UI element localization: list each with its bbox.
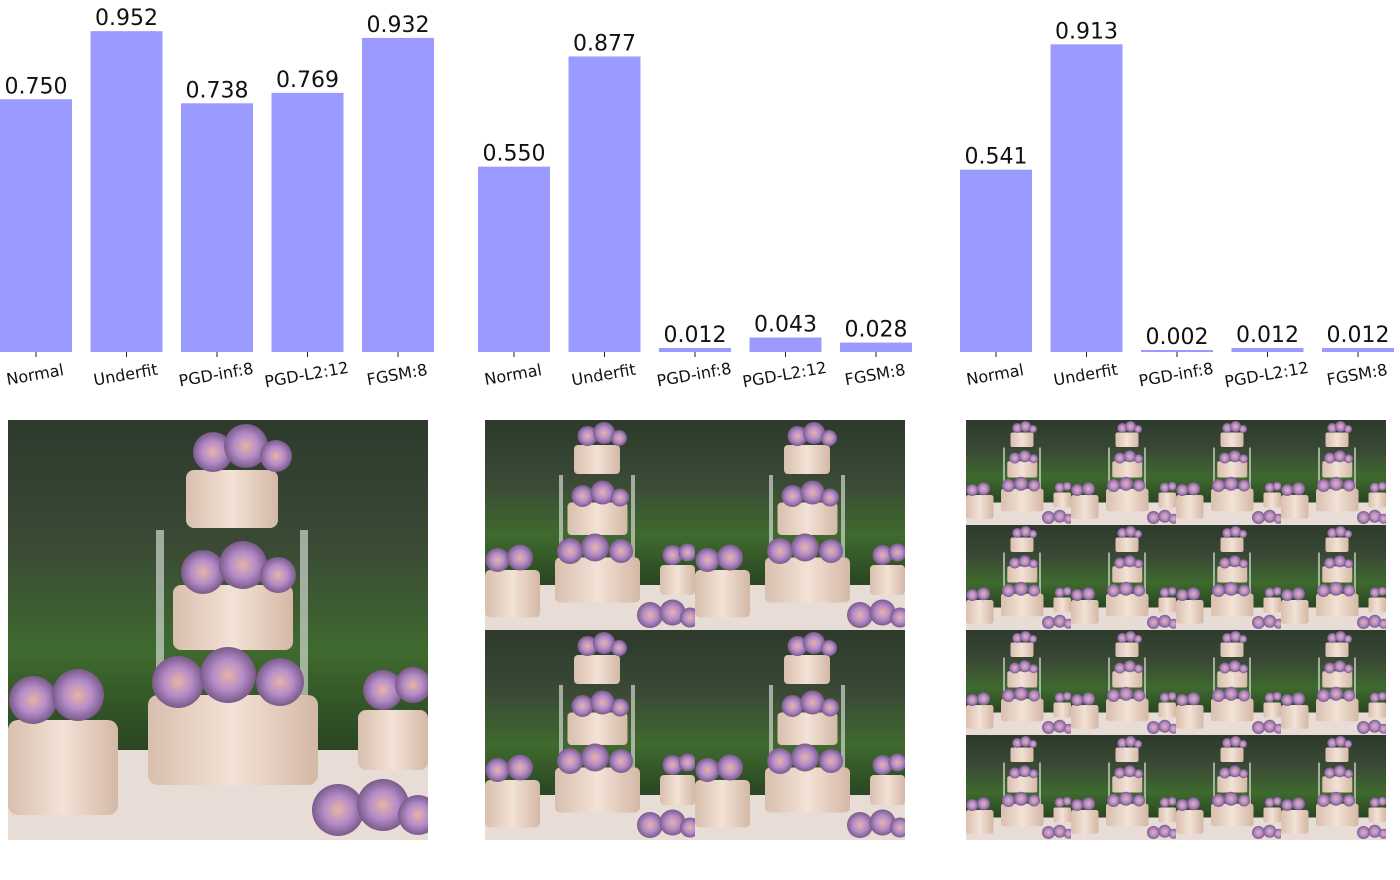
x-tick-label: Normal <box>5 360 65 389</box>
bar-3-3 <box>1141 350 1213 352</box>
bar-2-2 <box>568 56 641 353</box>
value-label: 0.913 <box>1055 19 1118 44</box>
value-label: 0.043 <box>754 313 817 338</box>
value-label: 0.738 <box>186 78 249 103</box>
x-tick-label: PGD-inf:8 <box>177 359 255 391</box>
bar-1-4 <box>271 92 344 353</box>
value-label: 0.877 <box>573 31 636 56</box>
image-tile <box>8 420 428 840</box>
value-label: 0.550 <box>483 142 546 167</box>
value-label: 0.952 <box>95 6 158 31</box>
image-tile <box>1281 420 1386 525</box>
bar-3-1 <box>960 169 1032 352</box>
bar-1-3 <box>181 103 253 352</box>
image-tile <box>966 525 1071 630</box>
x-tick-label: Normal <box>483 360 543 389</box>
image-tile <box>695 630 905 840</box>
x-tick-label: PGD-inf:8 <box>655 359 733 391</box>
value-label: 0.769 <box>276 68 339 93</box>
x-tick-label: Underfit <box>570 360 637 390</box>
image-tile <box>1176 735 1281 840</box>
bar-1-1 <box>0 99 72 352</box>
bar-2-3 <box>659 347 731 352</box>
x-tick-label: Normal <box>965 360 1025 389</box>
shuffled-image-3 <box>966 420 1386 840</box>
bar-2-1 <box>478 166 550 352</box>
value-label: 0.541 <box>965 145 1028 170</box>
image-tile <box>1071 420 1176 525</box>
value-label: 0.028 <box>845 318 908 343</box>
chart-panels: 0.750Normal0.952Underfit0.738PGD-inf:80.… <box>0 6 1394 840</box>
image-tile <box>966 420 1071 525</box>
image-tile <box>1176 420 1281 525</box>
x-tick-label: PGD-L2:12 <box>263 358 350 391</box>
image-tile <box>695 420 905 630</box>
image-tile <box>1071 525 1176 630</box>
bar-1-5 <box>362 37 434 352</box>
x-tick-label: Underfit <box>1052 360 1119 390</box>
x-tick-label: PGD-L2:12 <box>1223 358 1310 391</box>
x-tick-label: PGD-inf:8 <box>1137 359 1215 391</box>
bar-1-2 <box>90 31 163 353</box>
x-tick-label: FGSM:8 <box>365 360 429 389</box>
bar-3-4 <box>1231 347 1304 352</box>
x-tick-label: PGD-L2:12 <box>741 358 828 391</box>
value-label: 0.002 <box>1146 325 1209 350</box>
value-label: 0.750 <box>5 74 68 99</box>
image-tile <box>1071 735 1176 840</box>
value-label: 0.012 <box>1236 323 1299 348</box>
image-tile <box>1176 525 1281 630</box>
image-tile <box>1281 630 1386 735</box>
x-tick-label: FGSM:8 <box>1325 360 1389 389</box>
value-label: 0.012 <box>1327 323 1390 348</box>
image-tile <box>1281 525 1386 630</box>
image-tile <box>485 630 695 840</box>
bar-2-5 <box>840 342 912 352</box>
value-label: 0.012 <box>664 323 727 348</box>
chart-panel-2: 0.550 Normal 0.877 Underfit 0.012 PGD-inf:8 0.… <box>478 31 912 840</box>
x-tick-label: Underfit <box>92 360 159 390</box>
image-tile <box>1176 630 1281 735</box>
value-label: 0.932 <box>367 13 430 38</box>
bar-2-4 <box>749 337 822 352</box>
bar-3-2 <box>1050 44 1123 352</box>
image-tile <box>966 630 1071 735</box>
bar-3-5 <box>1322 347 1394 352</box>
image-tile <box>485 420 695 630</box>
shuffled-image-1 <box>8 420 428 840</box>
shuffled-image-2 <box>485 420 905 840</box>
image-tile <box>966 735 1071 840</box>
chart-panel-1: 0.750 Normal 0.952 Underfit 0.738 PGD-inf:8 0.… <box>0 6 434 840</box>
x-tick-label: FGSM:8 <box>843 360 907 389</box>
chart-panel-3: 0.541 Normal 0.913 Underfit 0.002 PGD-inf:8 0.… <box>960 19 1394 840</box>
image-tile <box>1071 630 1176 735</box>
image-tile <box>1281 735 1386 840</box>
